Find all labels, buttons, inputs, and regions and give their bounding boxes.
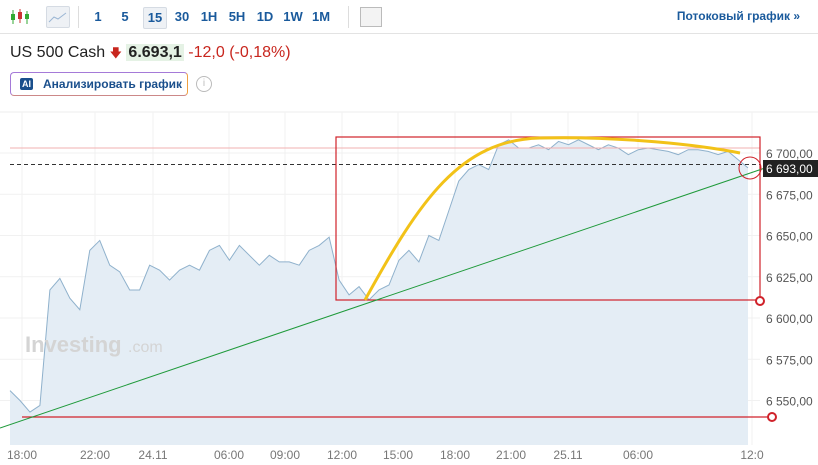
y-tick-label: 6 650,00 (766, 230, 813, 244)
analyze-chart-button[interactable]: AI Анализировать график (10, 72, 188, 96)
ai-icon: AI (20, 78, 33, 90)
streaming-chart-link[interactable]: Потоковый график » (676, 9, 800, 23)
rectangle-handle (755, 296, 765, 306)
x-tick-label: 12:0 (740, 448, 764, 462)
current-price-badge (763, 160, 818, 177)
y-tick-label: 6 600,00 (766, 312, 813, 326)
x-tick-label: 12:00 (327, 448, 357, 462)
toolbar-divider (348, 6, 349, 28)
instrument-name: US 500 Cash (10, 44, 106, 61)
x-tick-label: 15:00 (383, 448, 413, 462)
investing-watermark: Investing (25, 332, 122, 357)
toolbar: 1 5 15 30 1H 5H 1D 1W 1M Потоковый график » (0, 0, 818, 34)
x-tick-label: 06:00 (214, 448, 244, 462)
trend-line (0, 167, 766, 429)
x-tick-label: 25.11 (553, 448, 582, 462)
toolbar-divider (78, 6, 79, 28)
price-line (9, 139, 749, 413)
x-tick-label: 21:00 (496, 448, 526, 462)
info-icon[interactable]: i (196, 76, 212, 92)
x-tick-label: 22:00 (80, 448, 110, 462)
arrow-down-icon: 🡇 (109, 46, 122, 60)
y-tick-label: 6 700,00 (766, 147, 813, 161)
line-handle (767, 412, 777, 422)
interval-15[interactable]: 15 (143, 7, 167, 29)
analyze-chart-label: Анализировать график (43, 77, 182, 91)
interval-1D[interactable]: 1D (256, 9, 274, 24)
interval-5H[interactable]: 5H (228, 9, 246, 24)
interval-1M[interactable]: 1M (311, 9, 331, 24)
price-change-pct: (-0,18%) (229, 44, 291, 61)
interval-5[interactable]: 5 (121, 9, 129, 24)
watermark-com: .com (128, 339, 163, 356)
y-tick-label: 6 675,00 (766, 188, 813, 202)
area-chart-icon[interactable] (46, 6, 70, 28)
interval-1H[interactable]: 1H (200, 9, 218, 24)
x-tick-label: 06:00 (623, 448, 653, 462)
current-price-label: 6 693,00 (766, 162, 813, 176)
layout-icon[interactable] (360, 7, 382, 27)
instrument-header: US 500 Cash 🡇 6.693,1 -12,0 (-0,18%) (10, 44, 291, 65)
interval-30[interactable]: 30 (174, 9, 190, 24)
candlestick-icon[interactable] (10, 7, 30, 27)
interval-1W[interactable]: 1W (283, 9, 303, 24)
y-tick-label: 6 550,00 (766, 395, 813, 409)
y-tick-label: 6 575,00 (766, 353, 813, 367)
price-area (10, 139, 748, 446)
x-tick-label: 24.11 (138, 448, 167, 462)
last-price: 6.693,1 (126, 44, 184, 61)
x-tick-label: 18:00 (7, 448, 37, 462)
x-tick-label: 09:00 (270, 448, 300, 462)
interval-1[interactable]: 1 (94, 9, 102, 24)
price-change: -12,0 (188, 44, 225, 61)
y-tick-label: 6 625,00 (766, 271, 813, 285)
x-tick-label: 18:00 (440, 448, 470, 462)
circle-drawing (738, 156, 762, 180)
arc-drawing (363, 136, 741, 301)
